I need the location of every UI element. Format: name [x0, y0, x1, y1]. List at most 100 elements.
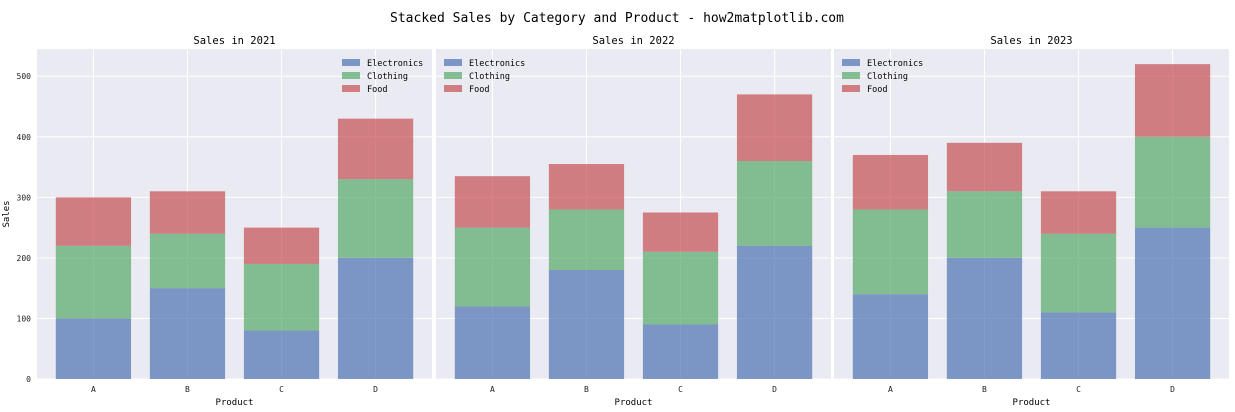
legend-label-clothing: Clothing: [367, 72, 408, 82]
bar-clothing-c: [243, 263, 320, 331]
bar-electronics-c: [642, 324, 719, 379]
x-tick-labels: A B C D: [91, 385, 378, 394]
series-electronics: [55, 257, 414, 379]
series-clothing: [852, 136, 1211, 313]
bar-electronics-a: [55, 318, 132, 379]
bars: [454, 94, 813, 379]
x-axis-label: Product: [1013, 398, 1051, 408]
x-tick-label: B: [584, 385, 589, 394]
legend-swatch-electronics: [444, 59, 462, 66]
bar-clothing-b: [149, 233, 226, 289]
x-tick-label: A: [490, 385, 495, 394]
bar-clothing-a: [852, 209, 929, 295]
x-tick-label: D: [373, 385, 378, 394]
figure-title: Stacked Sales by Category and Product - …: [390, 11, 844, 26]
bar-electronics-d: [736, 245, 813, 379]
x-tick-label: A: [91, 385, 96, 394]
legend-label-electronics: Electronics: [469, 59, 525, 69]
y-tick-labels: 0 100 200 300 400 500: [17, 72, 32, 384]
bars: [55, 118, 414, 379]
subplot-1: 0 100 200 300 400 500 A B C D Sales in 2021 Product…: [2, 35, 432, 408]
series-electronics: [454, 245, 813, 379]
legend: Electronics Clothing Food: [842, 59, 923, 95]
bar-food-c: [243, 227, 320, 264]
legend-swatch-clothing: [342, 72, 360, 79]
series-food: [852, 64, 1211, 234]
subplot-title: Sales in 2021: [193, 35, 275, 47]
legend-label-food: Food: [867, 85, 887, 95]
legend-label-food: Food: [469, 85, 489, 95]
x-tick-label: C: [1076, 385, 1081, 394]
bar-electronics-b: [548, 270, 625, 379]
bars: [852, 64, 1211, 379]
bar-food-a: [55, 197, 132, 246]
bar-clothing-d: [337, 179, 414, 258]
legend-swatch-electronics: [342, 59, 360, 66]
bar-clothing-a: [55, 245, 132, 319]
legend: Electronics Clothing Food: [444, 59, 525, 95]
x-tick-label: D: [772, 385, 777, 394]
x-tick-labels: A B C D: [490, 385, 777, 394]
legend-swatch-clothing: [444, 72, 462, 79]
bar-electronics-d: [337, 257, 414, 379]
bar-food-a: [454, 176, 531, 228]
bar-food-a: [852, 154, 929, 210]
subplot-3: A B C D Sales in 2023 Product Electronics Cloth…: [834, 35, 1229, 408]
y-tick-label: 0: [26, 375, 31, 384]
legend-label-clothing: Clothing: [867, 72, 908, 82]
bar-food-d: [1134, 64, 1211, 137]
x-axis-label: Product: [615, 398, 653, 408]
x-tick-label: D: [1170, 385, 1175, 394]
bar-clothing-c: [1040, 233, 1117, 313]
x-tick-label: C: [678, 385, 683, 394]
legend-swatch-electronics: [842, 59, 860, 66]
legend-label-electronics: Electronics: [867, 59, 923, 69]
y-tick-label: 400: [17, 133, 32, 142]
x-axis-label: Product: [216, 398, 254, 408]
subplot-title: Sales in 2022: [592, 35, 674, 47]
legend-swatch-clothing: [842, 72, 860, 79]
series-food: [55, 118, 414, 264]
bar-electronics-b: [149, 288, 226, 379]
series-clothing: [55, 179, 414, 331]
legend: Electronics Clothing Food: [342, 59, 423, 95]
bar-electronics-c: [243, 330, 320, 379]
x-tick-label: B: [982, 385, 987, 394]
bar-electronics-a: [852, 294, 929, 379]
bar-electronics-c: [1040, 312, 1117, 379]
legend-swatch-food: [842, 85, 860, 92]
y-axis-label: Sales: [2, 200, 12, 227]
legend-swatch-food: [342, 85, 360, 92]
bar-food-c: [642, 212, 719, 252]
bar-food-b: [149, 191, 226, 234]
bar-clothing-d: [736, 161, 813, 246]
subplots: 0 100 200 300 400 500 A B C D Sales in 2021 Product…: [2, 35, 1229, 408]
bar-clothing-b: [946, 191, 1023, 258]
bar-electronics-b: [946, 257, 1023, 379]
legend-label-electronics: Electronics: [367, 59, 423, 69]
bar-electronics-d: [1134, 227, 1211, 379]
legend-label-clothing: Clothing: [469, 72, 510, 82]
bar-electronics-a: [454, 306, 531, 379]
subplot-title: Sales in 2023: [990, 35, 1072, 47]
x-tick-label: A: [888, 385, 893, 394]
bar-clothing-c: [642, 251, 719, 325]
x-tick-label: C: [279, 385, 284, 394]
bar-food-b: [548, 164, 625, 210]
bar-food-d: [736, 94, 813, 162]
y-tick-label: 200: [17, 254, 32, 263]
series-electronics: [852, 227, 1211, 379]
y-tick-label: 100: [17, 314, 32, 323]
x-tick-label: B: [185, 385, 190, 394]
bar-food-c: [1040, 191, 1117, 234]
bar-clothing-a: [454, 227, 531, 307]
y-tick-label: 300: [17, 193, 32, 202]
bar-food-d: [337, 118, 414, 180]
legend-swatch-food: [444, 85, 462, 92]
subplot-2: A B C D Sales in 2022 Product Electronics Cloth…: [436, 35, 831, 408]
bar-food-b: [946, 142, 1023, 192]
x-tick-labels: A B C D: [888, 385, 1175, 394]
series-clothing: [454, 161, 813, 325]
bar-clothing-d: [1134, 136, 1211, 228]
